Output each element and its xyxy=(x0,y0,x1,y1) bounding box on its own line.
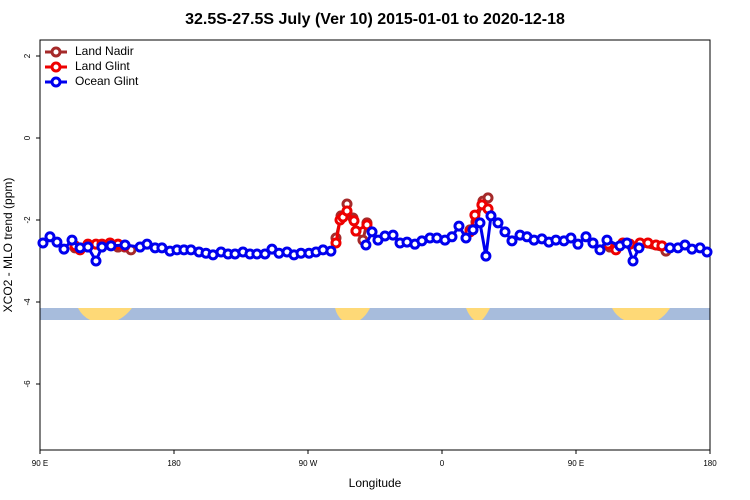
data-point xyxy=(37,237,49,249)
y-tick-label: -6 xyxy=(23,380,32,388)
data-point xyxy=(330,237,342,249)
data-point xyxy=(633,242,645,254)
data-point xyxy=(601,234,613,246)
data-point xyxy=(387,229,399,241)
data-point xyxy=(480,250,492,262)
legend-label: Land Nadir xyxy=(75,44,134,58)
legend-entry: Land Glint xyxy=(45,59,130,73)
data-point xyxy=(492,217,504,229)
data-point xyxy=(474,217,486,229)
data-point xyxy=(460,232,472,244)
data-point xyxy=(348,215,360,227)
y-axis-label: XCO2 - MLO trend (ppm) xyxy=(1,178,15,313)
legend-marker xyxy=(50,61,62,73)
data-point xyxy=(361,219,373,231)
data-point xyxy=(565,232,577,244)
data-point xyxy=(366,226,378,238)
data-point xyxy=(701,246,713,258)
y-tick-label: -2 xyxy=(23,216,32,224)
data-point xyxy=(44,231,56,243)
data-point xyxy=(453,220,465,232)
data-point xyxy=(360,239,372,251)
land-band xyxy=(335,308,370,320)
data-point xyxy=(485,210,497,222)
land-band xyxy=(78,308,132,320)
data-point xyxy=(58,243,70,255)
legend-entry: Land Nadir xyxy=(45,44,134,58)
x-tick-label: 90 E xyxy=(32,459,48,468)
ocean-band xyxy=(40,308,710,320)
legend-marker xyxy=(50,46,62,58)
x-tick-label: 90 W xyxy=(299,459,318,468)
chart-title: 32.5S-27.5S July (Ver 10) 2015-01-01 to … xyxy=(185,11,565,28)
land-band xyxy=(612,308,670,320)
data-point xyxy=(96,241,108,253)
legend-label: Land Glint xyxy=(75,59,130,73)
y-tick-label: -4 xyxy=(23,298,32,306)
data-point xyxy=(119,239,131,251)
data-point xyxy=(506,235,518,247)
y-tick-label: 2 xyxy=(23,53,32,58)
data-point xyxy=(325,245,337,257)
data-point xyxy=(467,224,479,236)
data-point xyxy=(572,238,584,250)
data-point xyxy=(482,192,494,204)
data-point xyxy=(90,255,102,267)
data-point xyxy=(587,237,599,249)
data-point xyxy=(66,234,78,246)
legend-marker xyxy=(50,76,62,88)
data-point xyxy=(469,209,481,221)
land-band xyxy=(466,308,490,320)
x-axis-label: Longitude xyxy=(349,476,402,490)
land-ocean-strip xyxy=(40,308,710,320)
legend-label: Ocean Glint xyxy=(75,74,139,88)
x-tick-label: 180 xyxy=(167,459,181,468)
data-point xyxy=(341,205,353,217)
x-tick-label: 180 xyxy=(703,459,717,468)
data-point xyxy=(259,248,271,260)
legend-entry: Ocean Glint xyxy=(45,74,139,88)
data-point xyxy=(594,244,606,256)
data-point xyxy=(350,225,362,237)
data-point xyxy=(499,226,511,238)
data-point xyxy=(621,237,633,249)
data-point xyxy=(580,231,592,243)
data-point xyxy=(105,240,117,252)
x-tick-label: 0 xyxy=(440,459,445,468)
data-point xyxy=(51,236,63,248)
data-point xyxy=(446,231,458,243)
x-tick-label: 90 E xyxy=(568,459,584,468)
data-point xyxy=(627,255,639,267)
data-point xyxy=(82,241,94,253)
y-tick-label: 0 xyxy=(23,135,32,140)
